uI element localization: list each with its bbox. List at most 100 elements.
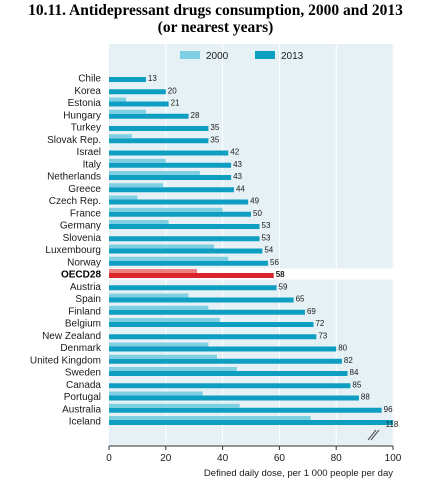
category-label-Germany: Germany [60, 221, 101, 232]
bar-2013-United Kingdom [109, 358, 342, 364]
bar-2000-Greece [109, 183, 163, 188]
bar-2013-Luxembourg [109, 248, 263, 254]
x-tick-label-80: 80 [331, 453, 343, 464]
category-label-Belgium: Belgium [65, 319, 101, 330]
bar-2013-Turkey [109, 126, 209, 131]
bar-2000-France [109, 207, 223, 212]
bar-2013-France [109, 211, 251, 217]
gridlines [165, 44, 394, 446]
category-label-New Zealand: New Zealand [42, 331, 101, 342]
legend: 2000 2013 [180, 51, 304, 62]
category-label-Sweden: Sweden [65, 368, 101, 379]
bar-2000-Italy [109, 158, 166, 163]
category-label-Estonia: Estonia [68, 98, 102, 109]
axis-break-line-2 [370, 429, 380, 441]
bar-2000-Germany [109, 220, 169, 224]
value-label-Estonia: 21 [171, 99, 180, 108]
bar-2013-Spain [109, 297, 294, 303]
bar-2000-Estonia [109, 97, 127, 102]
bar-2013-Netherlands [109, 175, 232, 180]
bar-2000-Belgium [109, 318, 220, 322]
bar-2000-Sweden [109, 367, 237, 371]
category-label-Slovak Rep.: Slovak Rep. [47, 135, 101, 146]
bars [109, 77, 394, 425]
category-label-Norway: Norway [67, 257, 101, 268]
bar-2013-Canada [109, 383, 351, 389]
bar-2000-Netherlands [109, 171, 200, 175]
value-label-Iceland: 118 [386, 420, 399, 429]
legend-label-2000: 2000 [206, 51, 229, 62]
value-label-Italy: 43 [233, 160, 242, 169]
value-label-France: 50 [253, 209, 262, 218]
value-label-Finland: 69 [307, 307, 316, 316]
bar-2000-Hungary [109, 109, 146, 114]
bar-2000-Spain [109, 293, 189, 298]
bar-2013-Korea [109, 89, 166, 95]
category-label-Iceland: Iceland [69, 417, 101, 428]
bar-2000-Finland [109, 305, 209, 310]
bar-2000-Portugal [109, 391, 203, 396]
x-tick-label-20: 20 [160, 453, 172, 464]
bar-2000-Slovak Rep. [109, 134, 132, 139]
value-label-Spain: 65 [296, 295, 305, 304]
category-label-France: France [70, 208, 102, 219]
value-label-Canada: 85 [352, 380, 361, 389]
category-label-Korea: Korea [74, 86, 101, 97]
bar-2013-Norway [109, 260, 269, 266]
bar-2013-Australia [109, 407, 382, 413]
category-label-Chile: Chile [78, 74, 101, 85]
legend-swatch-2000 [180, 51, 200, 59]
value-label-New Zealand: 73 [318, 331, 327, 340]
value-label-United Kingdom: 82 [344, 356, 353, 365]
bar-2013-Israel [109, 150, 229, 156]
bar-2013-Austria [109, 285, 277, 291]
bar-2013-Iceland [109, 420, 393, 425]
value-label-Israel: 42 [230, 148, 239, 157]
value-label-Hungary: 28 [191, 111, 200, 120]
bar-2013-Sweden [109, 371, 348, 376]
value-label-Slovenia: 53 [262, 233, 271, 242]
bar-2013-OECD28 [109, 273, 274, 278]
category-label-Netherlands: Netherlands [47, 172, 101, 183]
category-label-Finland: Finland [68, 306, 101, 317]
category-label-Luxembourg: Luxembourg [45, 245, 101, 256]
legend-swatch-2013 [255, 51, 275, 59]
value-label-Belgium: 72 [315, 319, 324, 328]
value-label-OECD28: 58 [276, 270, 285, 279]
category-label-Denmark: Denmark [60, 343, 102, 354]
legend-label-2013: 2013 [281, 51, 304, 62]
category-label-Australia: Australia [62, 404, 101, 415]
value-label-Germany: 53 [262, 221, 271, 230]
category-label-Turkey: Turkey [71, 123, 101, 134]
bar-2000-Denmark [109, 342, 209, 347]
bar-2000-Luxembourg [109, 244, 215, 249]
bar-2013-New Zealand [109, 334, 317, 340]
bar-2013-Chile [109, 77, 146, 82]
category-label-Canada: Canada [66, 380, 101, 391]
x-tick-label-40: 40 [217, 453, 229, 464]
bar-2013-Greece [109, 187, 234, 193]
value-label-Luxembourg: 54 [264, 246, 273, 255]
chart-title: 10.11. Antidepressant drugs consumption,… [0, 2, 431, 36]
category-label-Czech Rep.: Czech Rep. [49, 196, 101, 207]
bar-2013-Estonia [109, 101, 169, 107]
value-label-Portugal: 88 [361, 393, 370, 402]
axis-break-line-1 [367, 429, 377, 441]
bar-2000-OECD28 [109, 269, 198, 273]
value-label-Netherlands: 43 [233, 172, 242, 181]
x-tick-label-0: 0 [106, 453, 112, 464]
bar-2013-Slovak Rep. [109, 138, 209, 144]
value-label-Denmark: 80 [338, 344, 347, 353]
bar-2000-Norway [109, 256, 229, 261]
bar-2013-Denmark [109, 346, 337, 352]
value-label-Norway: 56 [270, 258, 279, 267]
category-label-Austria: Austria [70, 282, 102, 293]
value-label-Greece: 44 [236, 184, 245, 193]
value-labels: 1320212835354243434449505353545658596569… [148, 74, 399, 429]
bar-2013-Belgium [109, 322, 314, 327]
category-label-Portugal: Portugal [64, 392, 101, 403]
category-label-Israel: Israel [77, 147, 101, 158]
x-tick-label-60: 60 [274, 453, 286, 464]
bar-2000-Iceland [109, 416, 311, 420]
